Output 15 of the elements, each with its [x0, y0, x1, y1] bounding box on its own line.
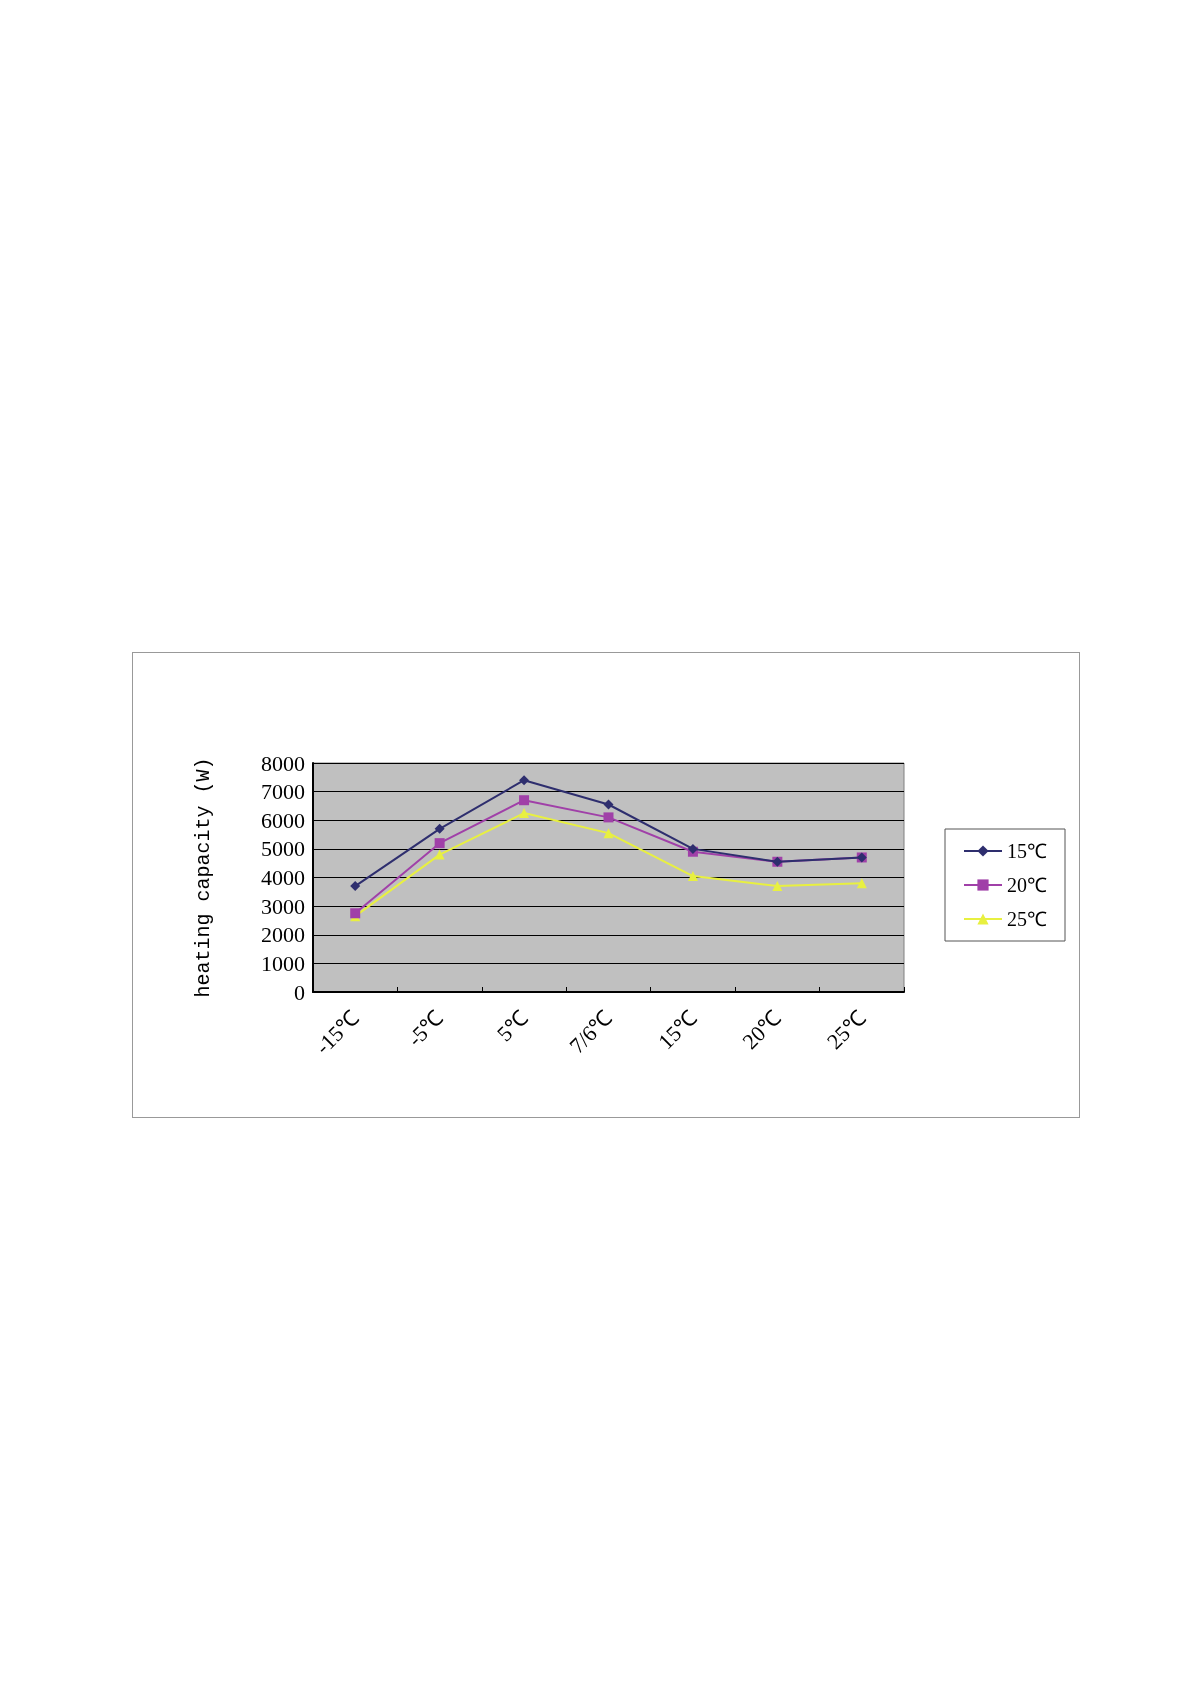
y-tick-label: 8000 [261, 750, 305, 776]
y-axis-title: heating capacity (W) [191, 757, 215, 998]
y-tick-label: 3000 [261, 893, 305, 919]
y-tick-label: 1000 [261, 950, 305, 976]
y-tick-label: 4000 [261, 865, 305, 890]
y-tick-label: 0 [294, 979, 305, 1005]
x-tick-label: -5℃ [402, 1005, 449, 1052]
legend-label: 15℃ [1007, 840, 1047, 862]
y-tick-label: 5000 [261, 836, 305, 862]
x-tick-label: 5℃ [491, 1005, 533, 1047]
y-tick-label: 7000 [261, 779, 305, 805]
legend-label: 25℃ [1007, 908, 1047, 930]
legend-label: 20℃ [1007, 874, 1047, 896]
y-tick-label: 6000 [261, 807, 305, 833]
y-tick-label: 2000 [261, 922, 305, 948]
